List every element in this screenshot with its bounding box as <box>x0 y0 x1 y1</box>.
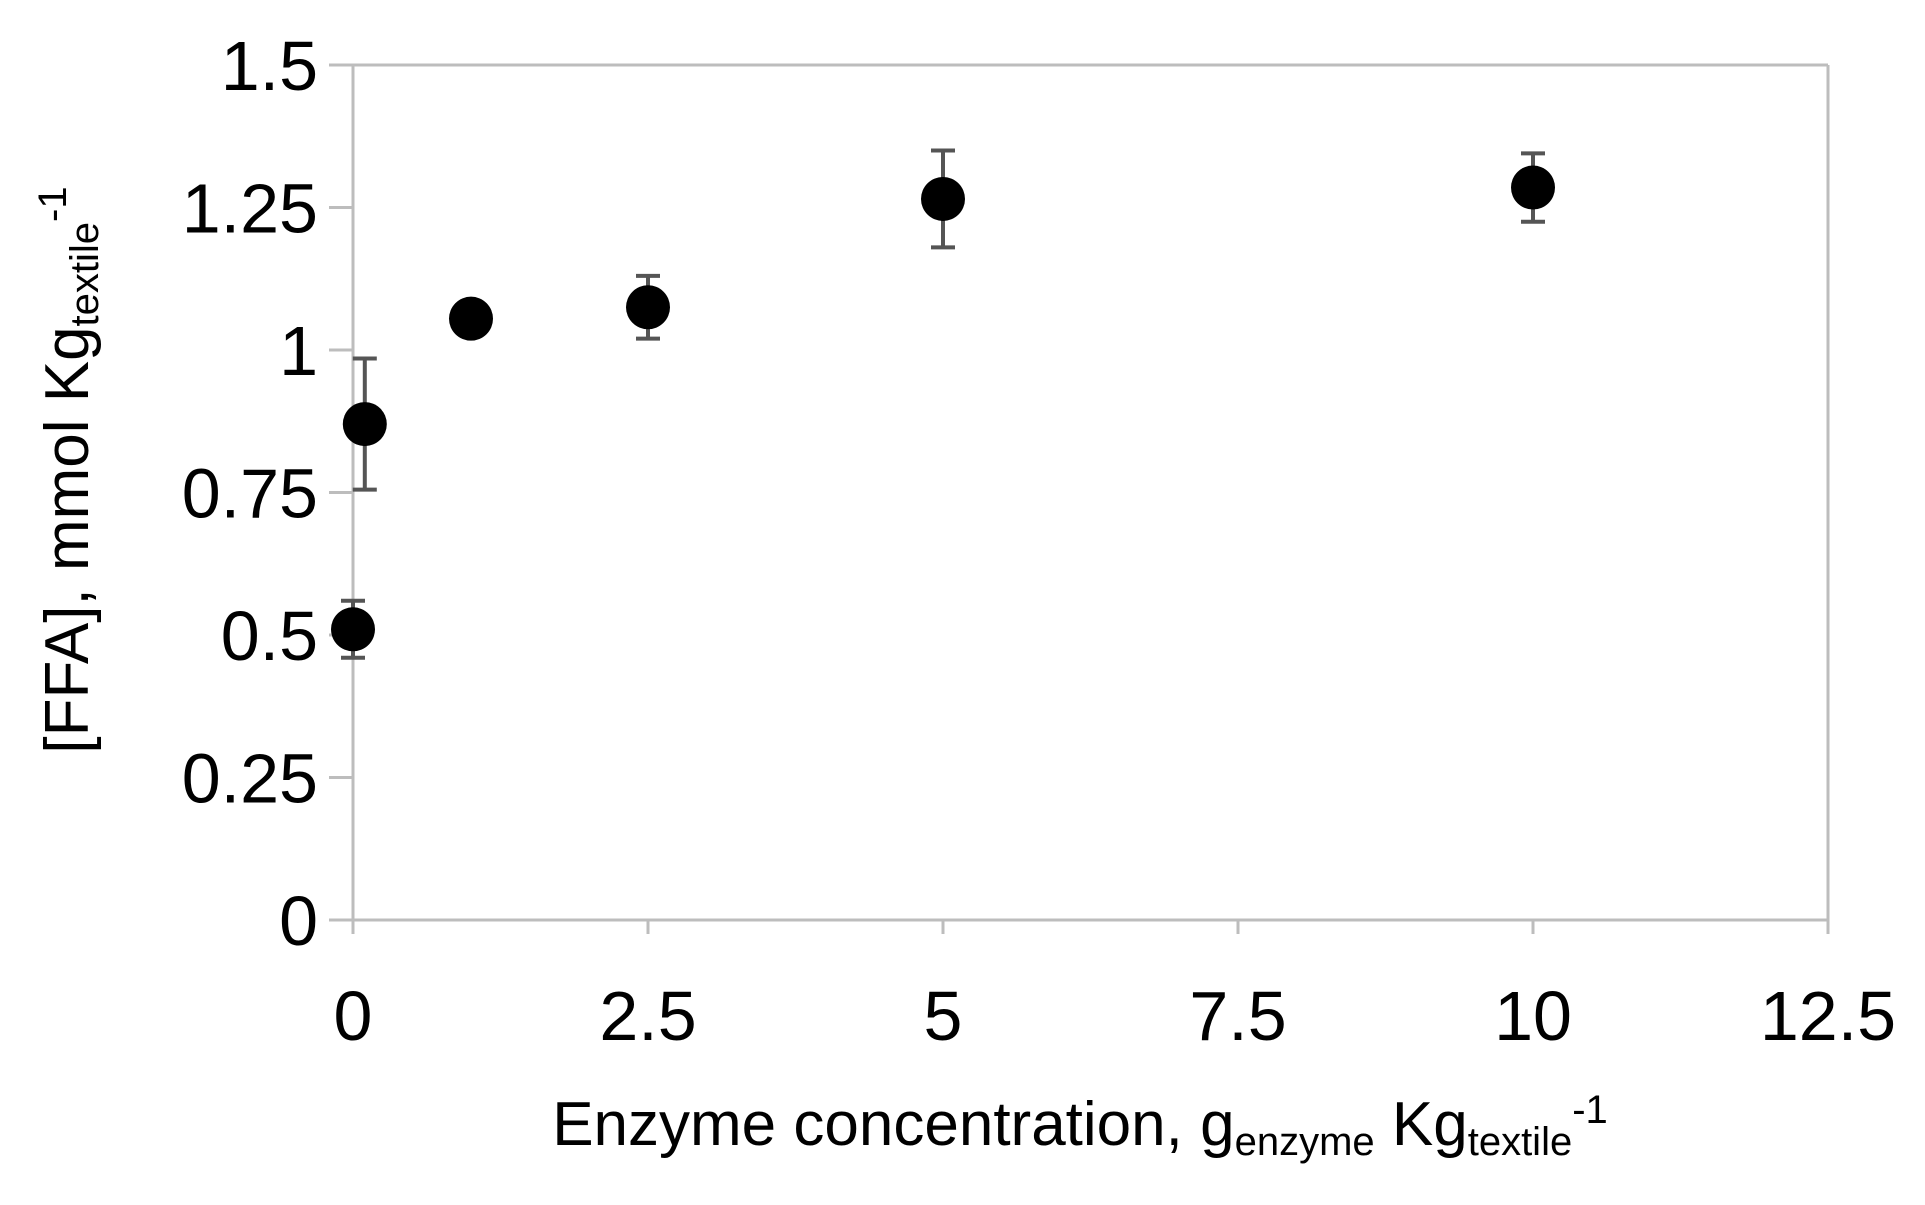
x-tick-label: 10 <box>1494 977 1572 1055</box>
y-tick-label: 1.5 <box>221 27 318 105</box>
x-tick-label: 2.5 <box>599 977 696 1055</box>
y-tick-label: 1 <box>279 312 318 390</box>
data-point <box>331 607 375 652</box>
y-tick-label: 1.25 <box>182 170 318 248</box>
x-tick-label: 12.5 <box>1760 977 1896 1055</box>
x-axis-title: Enzyme concentration, genzyme Kgtextile-… <box>552 1088 1608 1164</box>
data-point <box>626 285 670 330</box>
y-tick-label: 0.75 <box>182 455 318 533</box>
axes <box>351 63 1830 922</box>
x-tick-label: 5 <box>924 977 963 1055</box>
y-axis-ticks: 0 0.25 0.5 0.75 1 1.25 1.5 <box>182 27 353 960</box>
data-point <box>1511 165 1555 210</box>
y-tick-label: 0 <box>279 882 318 960</box>
x-tick-label: 0 <box>334 977 373 1055</box>
y-tick-label: 0.5 <box>221 597 318 675</box>
error-bars <box>341 148 1545 660</box>
y-axis-title: [FFA], mmol Kgtextile-1 <box>31 186 107 753</box>
data-point <box>449 296 493 341</box>
y-tick-label: 0.25 <box>182 740 318 818</box>
data-points <box>331 165 1555 652</box>
data-point <box>921 176 965 221</box>
x-axis-ticks: 0 2.5 5 7.5 10 12.5 <box>334 920 1896 1055</box>
data-point <box>342 402 387 447</box>
x-tick-label: 7.5 <box>1189 977 1286 1055</box>
